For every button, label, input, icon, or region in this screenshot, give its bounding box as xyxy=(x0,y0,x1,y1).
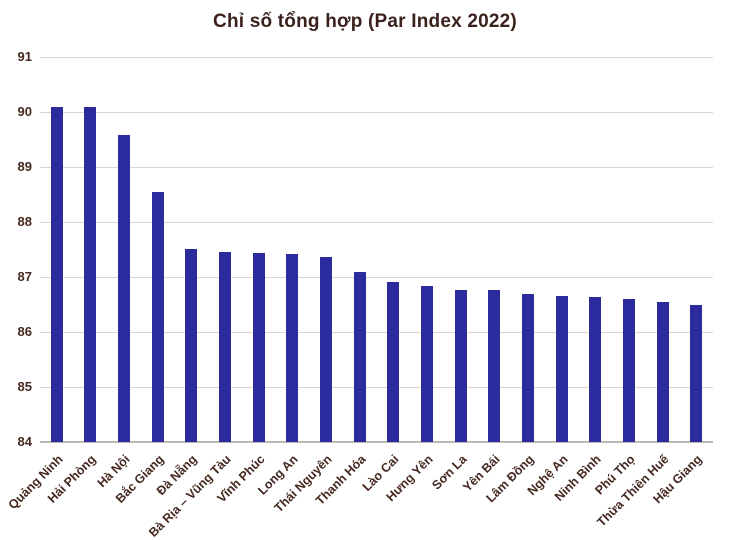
gridline xyxy=(40,112,713,113)
bar xyxy=(320,256,333,442)
y-tick-label: 89 xyxy=(17,159,32,174)
y-tick-label: 91 xyxy=(17,49,32,64)
y-tick-label: 84 xyxy=(17,434,32,449)
bar xyxy=(454,290,467,442)
bar xyxy=(656,302,669,442)
bar xyxy=(118,135,131,442)
bar xyxy=(488,290,501,442)
bar xyxy=(219,251,232,442)
y-tick-label: 87 xyxy=(17,269,32,284)
y-tick-label: 85 xyxy=(17,379,32,394)
bar xyxy=(521,293,534,442)
gridline xyxy=(40,57,713,58)
bar xyxy=(286,253,299,442)
bar xyxy=(151,192,164,442)
gridline xyxy=(40,332,713,333)
bar xyxy=(589,297,602,442)
gridline xyxy=(40,387,713,388)
bar xyxy=(50,106,63,442)
chart-title: Chỉ số tổng hợp (Par Index 2022) xyxy=(213,11,517,32)
bar xyxy=(690,304,703,442)
gridline xyxy=(40,167,713,168)
bar xyxy=(353,271,366,442)
bar xyxy=(420,286,433,442)
plot-area: 84 85 86 87 88 89 90 91 Quảng Ninh Hải Phòng Hà Nộ… xyxy=(5,49,713,540)
bar xyxy=(555,295,568,442)
bar xyxy=(622,299,635,442)
bar xyxy=(84,107,97,442)
gridline xyxy=(40,222,713,223)
y-tick-label: 88 xyxy=(17,214,32,229)
y-tick-label: 90 xyxy=(17,104,32,119)
y-tick-label: 86 xyxy=(17,324,32,339)
bar xyxy=(185,248,198,442)
gridline xyxy=(40,277,713,278)
x-axis-line xyxy=(40,441,713,443)
bar xyxy=(252,252,265,442)
bar xyxy=(387,281,400,442)
